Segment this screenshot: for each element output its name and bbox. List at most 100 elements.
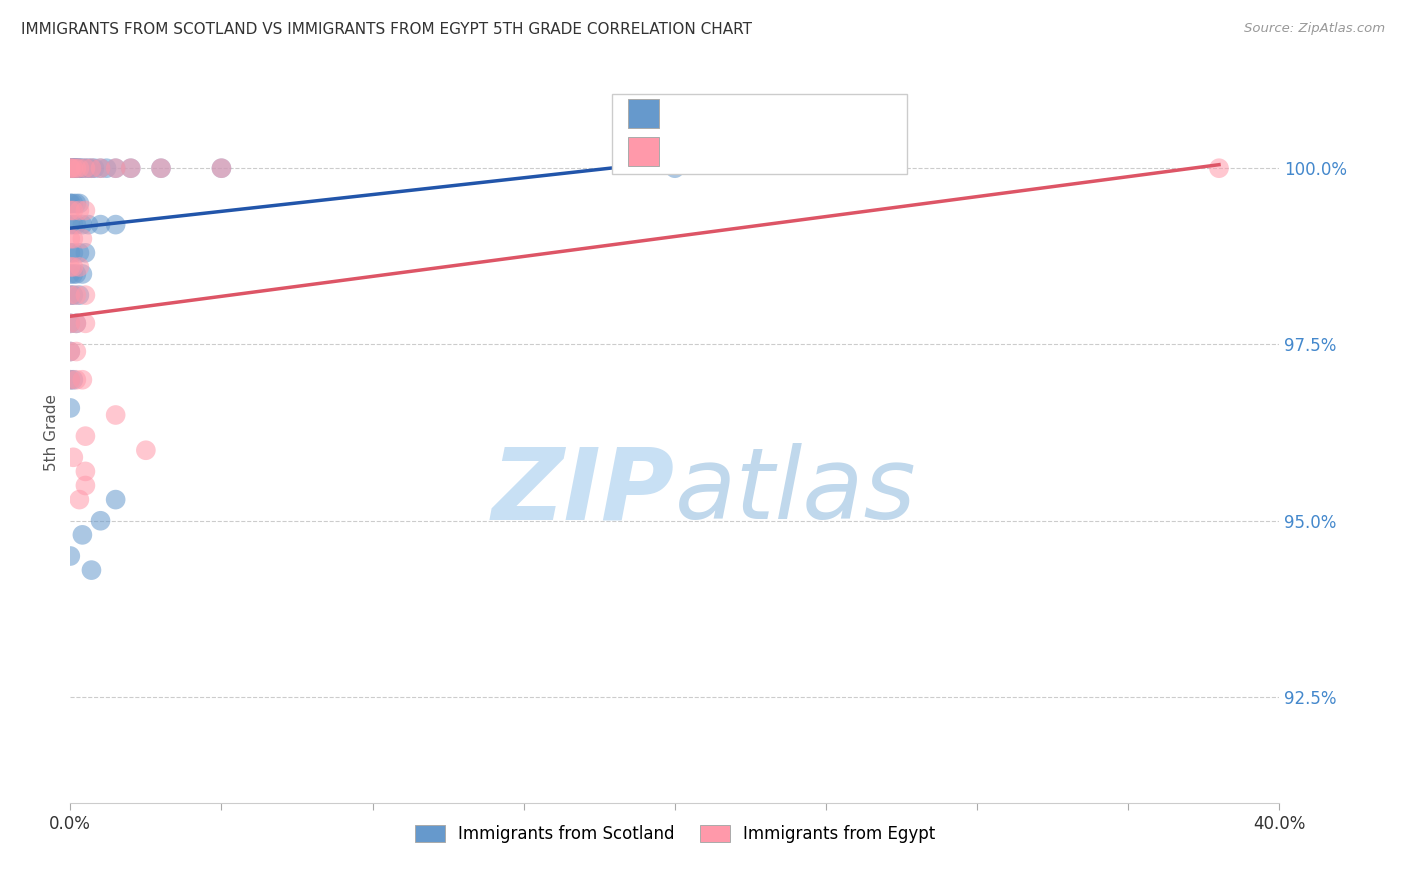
Point [62, 373, 84, 387]
Point [67, 260, 90, 274]
Point [75, 464, 97, 478]
Point [67, 288, 90, 302]
Point [59, 232, 82, 246]
Point [59, 196, 82, 211]
Point [59, 373, 82, 387]
Point [75, 316, 97, 330]
Point [65, 161, 87, 176]
Point [80, 563, 103, 577]
Point [135, 443, 157, 458]
Point [120, 161, 142, 176]
Point [72, 161, 94, 176]
Point [664, 161, 686, 176]
Point [59, 245, 82, 260]
Text: R = 0.338   N = 64: R = 0.338 N = 64 [671, 104, 841, 122]
Point [62, 288, 84, 302]
Point [63, 161, 86, 176]
Point [59, 344, 82, 359]
Point [67, 492, 90, 507]
Point [59, 161, 82, 176]
Point [59, 161, 82, 176]
Text: Source: ZipAtlas.com: Source: ZipAtlas.com [1244, 22, 1385, 36]
Point [59, 267, 82, 281]
Point [62, 260, 84, 274]
Point [65, 316, 87, 330]
Point [120, 161, 142, 176]
Point [77, 218, 100, 232]
Point [59, 316, 82, 330]
Point [211, 161, 233, 176]
Point [62, 203, 84, 218]
Point [62, 245, 84, 260]
Point [59, 316, 82, 330]
Point [150, 161, 173, 176]
Point [59, 344, 82, 359]
Point [72, 267, 94, 281]
Point [67, 203, 90, 218]
Point [59, 196, 82, 211]
Text: atlas: atlas [675, 443, 917, 541]
Point [65, 161, 87, 176]
Point [62, 196, 84, 211]
Point [59, 288, 82, 302]
Point [60, 161, 83, 176]
Point [65, 316, 87, 330]
Point [62, 161, 84, 176]
Point [63, 161, 86, 176]
Point [67, 196, 90, 211]
Text: R = 0.463   N = 41: R = 0.463 N = 41 [671, 143, 841, 161]
Point [75, 161, 97, 176]
Point [59, 288, 82, 302]
Point [67, 245, 90, 260]
Point [75, 478, 97, 492]
Point [104, 408, 127, 422]
Point [62, 450, 84, 465]
Point [72, 232, 94, 246]
Point [69, 161, 91, 176]
Y-axis label: 5th Grade: 5th Grade [44, 394, 59, 471]
Point [104, 161, 127, 176]
Point [67, 161, 90, 176]
Point [211, 161, 233, 176]
Point [96, 161, 118, 176]
Point [83, 161, 105, 176]
Point [80, 161, 103, 176]
Point [67, 161, 90, 176]
Point [72, 528, 94, 542]
Point [59, 260, 82, 274]
Point [62, 218, 84, 232]
Point [65, 288, 87, 302]
Point [59, 218, 82, 232]
Point [62, 267, 84, 281]
Point [90, 161, 111, 176]
Point [72, 218, 94, 232]
Point [66, 161, 89, 176]
Point [59, 373, 82, 387]
Point [75, 288, 97, 302]
Point [59, 401, 82, 415]
Point [65, 218, 87, 232]
Point [62, 161, 84, 176]
Point [65, 196, 87, 211]
Point [63, 161, 86, 176]
Point [104, 218, 127, 232]
Point [62, 161, 84, 176]
Point [90, 514, 111, 528]
Text: IMMIGRANTS FROM SCOTLAND VS IMMIGRANTS FROM EGYPT 5TH GRADE CORRELATION CHART: IMMIGRANTS FROM SCOTLAND VS IMMIGRANTS F… [21, 22, 752, 37]
Point [104, 161, 127, 176]
Point [75, 245, 97, 260]
Point [1208, 161, 1230, 176]
Point [59, 549, 82, 563]
Point [104, 492, 127, 507]
Point [90, 218, 111, 232]
Point [60, 161, 83, 176]
Point [75, 429, 97, 443]
Point [75, 161, 97, 176]
Point [65, 267, 87, 281]
Point [150, 161, 173, 176]
Point [80, 161, 103, 176]
Point [65, 373, 87, 387]
Point [72, 373, 94, 387]
Point [65, 344, 87, 359]
Point [75, 203, 97, 218]
